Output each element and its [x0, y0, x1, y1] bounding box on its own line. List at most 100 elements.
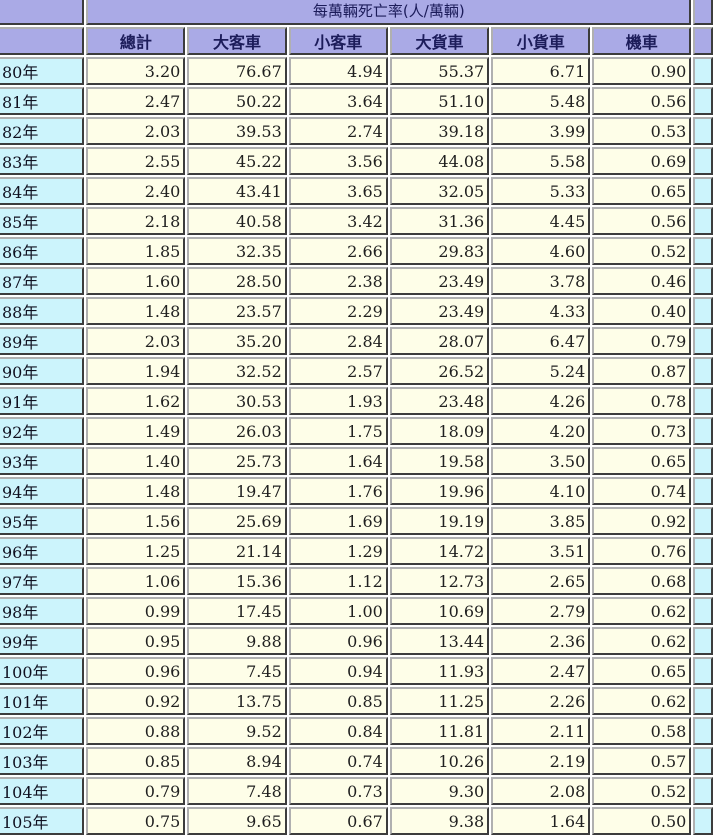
value-cell: 50.22: [187, 87, 287, 115]
value-cell: 43.41: [187, 177, 287, 205]
year-cell: 94年: [0, 477, 85, 505]
column-header-light-truck: 小貨車: [491, 27, 591, 55]
edge-cell: [693, 27, 713, 55]
edge-cell: [693, 627, 713, 655]
value-cell: 0.79: [592, 327, 692, 355]
value-cell: 2.08: [491, 777, 591, 805]
value-cell: 0.56: [592, 87, 692, 115]
year-cell: 90年: [0, 357, 85, 385]
table-row: 96年 1.25 21.14 1.29 14.72 3.51 0.76: [0, 537, 713, 565]
year-cell: 99年: [0, 627, 85, 655]
table-row: 85年 2.18 40.58 3.42 31.36 4.45 0.56: [0, 207, 713, 235]
table-title: 每萬輛死亡率(人/萬輛): [86, 0, 692, 25]
value-cell: 4.45: [491, 207, 591, 235]
value-cell: 4.26: [491, 387, 591, 415]
value-cell: 23.48: [389, 387, 490, 415]
value-cell: 1.00: [288, 597, 388, 625]
value-cell: 12.73: [389, 567, 490, 595]
year-header-cell: [0, 27, 85, 55]
table-row: 86年 1.85 32.35 2.66 29.83 4.60 0.52: [0, 237, 713, 265]
year-cell: 95年: [0, 507, 85, 535]
value-cell: 0.40: [592, 297, 692, 325]
value-cell: 32.05: [389, 177, 490, 205]
value-cell: 6.71: [491, 57, 591, 85]
value-cell: 6.47: [491, 327, 591, 355]
year-cell: 105年: [0, 807, 85, 835]
edge-cell: [693, 207, 713, 235]
value-cell: 0.96: [86, 657, 186, 685]
value-cell: 9.88: [187, 627, 287, 655]
value-cell: 23.49: [389, 297, 490, 325]
table-row: 105年 0.75 9.65 0.67 9.38 1.64 0.50: [0, 807, 713, 835]
table-row: 89年 2.03 35.20 2.84 28.07 6.47 0.79: [0, 327, 713, 355]
value-cell: 1.75: [288, 417, 388, 445]
value-cell: 0.78: [592, 387, 692, 415]
value-cell: 2.74: [288, 117, 388, 145]
edge-cell: [693, 717, 713, 745]
value-cell: 2.55: [86, 147, 186, 175]
table-row: 82年 2.03 39.53 2.74 39.18 3.99 0.53: [0, 117, 713, 145]
value-cell: 9.38: [389, 807, 490, 835]
value-cell: 4.60: [491, 237, 591, 265]
table-row: 91年 1.62 30.53 1.93 23.48 4.26 0.78: [0, 387, 713, 415]
value-cell: 2.36: [491, 627, 591, 655]
table-row: 97年 1.06 15.36 1.12 12.73 2.65 0.68: [0, 567, 713, 595]
value-cell: 19.19: [389, 507, 490, 535]
value-cell: 35.20: [187, 327, 287, 355]
table-row: 94年 1.48 19.47 1.76 19.96 4.10 0.74: [0, 477, 713, 505]
value-cell: 9.52: [187, 717, 287, 745]
value-cell: 0.84: [288, 717, 388, 745]
value-cell: 3.56: [288, 147, 388, 175]
value-cell: 76.67: [187, 57, 287, 85]
value-cell: 0.57: [592, 747, 692, 775]
value-cell: 21.14: [187, 537, 287, 565]
table-row: 83年 2.55 45.22 3.56 44.08 5.58 0.69: [0, 147, 713, 175]
value-cell: 0.69: [592, 147, 692, 175]
edge-cell: [693, 777, 713, 805]
value-cell: 0.76: [592, 537, 692, 565]
value-cell: 3.51: [491, 537, 591, 565]
value-cell: 10.69: [389, 597, 490, 625]
value-cell: 0.50: [592, 807, 692, 835]
value-cell: 0.94: [288, 657, 388, 685]
value-cell: 8.94: [187, 747, 287, 775]
value-cell: 0.88: [86, 717, 186, 745]
value-cell: 1.25: [86, 537, 186, 565]
value-cell: 19.96: [389, 477, 490, 505]
column-header-total: 總計: [86, 27, 186, 55]
value-cell: 28.07: [389, 327, 490, 355]
value-cell: 0.62: [592, 627, 692, 655]
value-cell: 9.30: [389, 777, 490, 805]
value-cell: 3.20: [86, 57, 186, 85]
value-cell: 0.95: [86, 627, 186, 655]
value-cell: 7.45: [187, 657, 287, 685]
value-cell: 9.65: [187, 807, 287, 835]
year-cell: 85年: [0, 207, 85, 235]
value-cell: 1.62: [86, 387, 186, 415]
value-cell: 0.73: [592, 417, 692, 445]
value-cell: 0.90: [592, 57, 692, 85]
value-cell: 5.33: [491, 177, 591, 205]
value-cell: 11.93: [389, 657, 490, 685]
edge-cell: [693, 237, 713, 265]
edge-cell: [693, 297, 713, 325]
value-cell: 0.52: [592, 777, 692, 805]
value-cell: 0.74: [592, 477, 692, 505]
value-cell: 2.29: [288, 297, 388, 325]
value-cell: 1.85: [86, 237, 186, 265]
edge-cell: [693, 657, 713, 685]
value-cell: 2.57: [288, 357, 388, 385]
table-row: 101年 0.92 13.75 0.85 11.25 2.26 0.62: [0, 687, 713, 715]
edge-cell: [693, 117, 713, 145]
column-header-bus: 大客車: [187, 27, 287, 55]
value-cell: 0.65: [592, 447, 692, 475]
value-cell: 1.64: [491, 807, 591, 835]
value-cell: 1.06: [86, 567, 186, 595]
value-cell: 18.09: [389, 417, 490, 445]
edge-cell: [693, 0, 713, 25]
value-cell: 2.65: [491, 567, 591, 595]
year-cell: 104年: [0, 777, 85, 805]
value-cell: 0.73: [288, 777, 388, 805]
year-cell: 87年: [0, 267, 85, 295]
